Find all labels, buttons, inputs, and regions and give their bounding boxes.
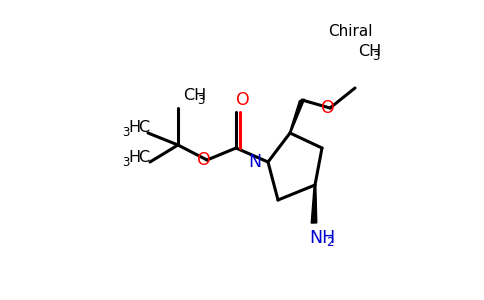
Text: 3: 3 — [372, 50, 379, 62]
Polygon shape — [311, 185, 317, 223]
Text: Chiral: Chiral — [328, 25, 373, 40]
Text: O: O — [197, 151, 211, 169]
Text: C: C — [138, 121, 149, 136]
Text: 3: 3 — [122, 155, 130, 169]
Text: 3: 3 — [122, 125, 130, 139]
Text: CH: CH — [358, 44, 381, 59]
Text: 2: 2 — [326, 236, 333, 250]
Text: N: N — [248, 153, 261, 171]
Text: H: H — [128, 151, 140, 166]
Text: O: O — [321, 99, 335, 117]
Text: CH: CH — [183, 88, 206, 104]
Polygon shape — [289, 99, 304, 133]
Text: NH: NH — [309, 229, 335, 247]
Text: 3: 3 — [197, 94, 204, 106]
Text: H: H — [128, 121, 140, 136]
Text: O: O — [236, 91, 250, 109]
Text: C: C — [138, 151, 149, 166]
